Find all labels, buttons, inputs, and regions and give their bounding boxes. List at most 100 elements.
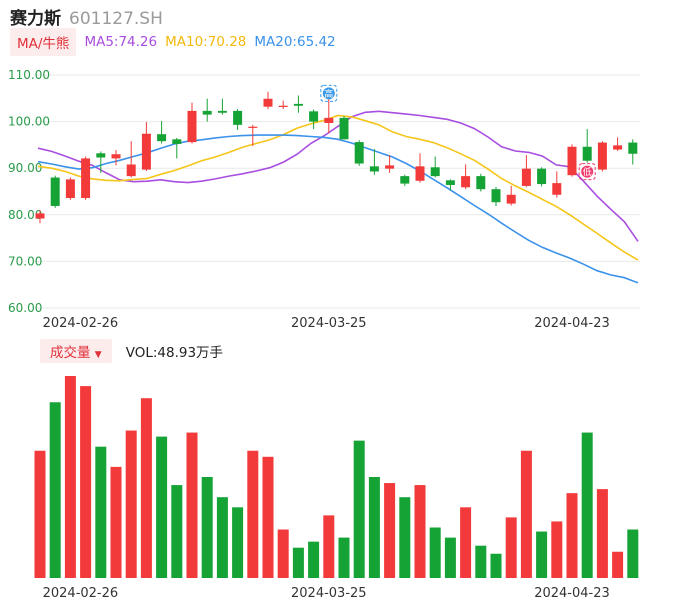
candle-body [476, 176, 486, 190]
volume-bar [216, 497, 228, 578]
volume-bar [505, 517, 517, 578]
candle-body [187, 110, 197, 143]
volume-value-label: VOL:48.93万手 [125, 345, 224, 361]
candle [96, 151, 106, 173]
candle [521, 155, 531, 187]
volume-bar [110, 466, 122, 578]
low-badge: 低 [578, 163, 596, 181]
candle-body [50, 177, 60, 206]
candle [354, 140, 364, 166]
ma-indicator-button[interactable]: MA/牛熊 [10, 28, 77, 56]
badge-dot [581, 165, 594, 178]
candle [233, 109, 243, 130]
candle [445, 179, 455, 191]
volume-bar [368, 477, 380, 578]
candle-body [339, 117, 349, 140]
volume-bar [292, 547, 304, 578]
ma20-line [37, 134, 639, 284]
volume-button-label: 成交量 [50, 345, 91, 361]
candle-body [263, 98, 273, 107]
candle-body [126, 164, 136, 177]
volume-bar [95, 446, 107, 578]
candle [369, 149, 379, 175]
candle-body [35, 213, 45, 219]
candle-body [430, 167, 440, 177]
badge-text: 低 [583, 166, 592, 178]
dropdown-caret-icon: ▼ [94, 350, 102, 360]
candle-body [233, 110, 243, 125]
candle [597, 141, 607, 172]
candle [415, 153, 425, 183]
candle-body [96, 153, 106, 158]
candle-body [491, 189, 501, 203]
candle [567, 144, 577, 177]
price-tick-label: 60.00 [8, 301, 42, 315]
volume-bar [308, 541, 320, 578]
volume-bar [490, 553, 502, 578]
candle [613, 137, 623, 151]
badge-outline [578, 163, 596, 181]
volume-bar [399, 497, 411, 578]
candle-body [202, 110, 212, 115]
candle-body [354, 142, 364, 164]
volume-indicator-button[interactable]: 成交量 ▼ [40, 339, 112, 363]
price-tick-label: 100.00 [8, 115, 50, 129]
candle [537, 167, 547, 187]
candle-body [537, 168, 547, 185]
candle-body [111, 154, 121, 159]
date-axis: 2024-02-26 2024-03-25 2024-04-23 [43, 316, 610, 331]
candle [81, 156, 91, 200]
candle [217, 98, 227, 115]
candle-body [415, 166, 425, 181]
date-tick-label: 2024-04-23 [534, 316, 610, 331]
volume-bar [34, 450, 46, 578]
volume-legend-bar: 成交量 ▼ VOL:48.93万手 [40, 339, 224, 363]
volume-bar [353, 440, 365, 578]
candle-body [248, 126, 258, 128]
stock-header: 赛力斯 601127.SH [10, 4, 163, 29]
volume-bar [262, 456, 274, 578]
volume-bar [277, 529, 289, 578]
candle-body [278, 105, 288, 107]
candle [461, 164, 471, 190]
candles [35, 91, 638, 224]
volume-date-tick-label: 2024-03-25 [291, 586, 367, 601]
date-tick-label: 2024-03-25 [291, 316, 367, 331]
ma20-legend: MA20:65.42 [254, 34, 336, 50]
price-tick-label: 110.00 [8, 68, 50, 82]
candle-body [582, 146, 592, 161]
volume-bar [156, 436, 168, 578]
candle-body [309, 111, 319, 122]
badge-text: 高 [324, 88, 333, 100]
candle [187, 102, 197, 144]
volume-bar [414, 485, 426, 578]
volume-bar [612, 551, 624, 578]
candle-body [628, 142, 638, 154]
volume-bar [520, 450, 532, 578]
volume-bar [536, 531, 548, 578]
price-tick-label: 70.00 [8, 254, 42, 268]
candle-body [157, 134, 167, 142]
volume-bar [384, 483, 396, 578]
candle [506, 185, 516, 206]
date-tick-label: 2024-02-26 [43, 316, 119, 331]
candle [248, 124, 258, 146]
price-markers: 高低 [320, 84, 596, 181]
candle-body [521, 168, 531, 186]
price-axis: 110.00 100.00 90.00 80.00 70.00 60.00 [8, 68, 50, 315]
candle-body [445, 180, 455, 185]
volume-bar [125, 430, 137, 578]
candle-body [506, 194, 516, 204]
volume-date-tick-label: 2024-02-26 [43, 586, 119, 601]
price-gridlines [34, 74, 640, 309]
candle-body [369, 166, 379, 172]
stock-code: 601127.SH [69, 9, 163, 29]
candle [339, 116, 349, 140]
candle [628, 139, 638, 165]
candle [157, 121, 167, 144]
candle-body [141, 133, 151, 170]
candle-body [324, 117, 334, 123]
candle [50, 175, 60, 208]
badge-dot [322, 87, 335, 100]
candle [126, 141, 136, 178]
